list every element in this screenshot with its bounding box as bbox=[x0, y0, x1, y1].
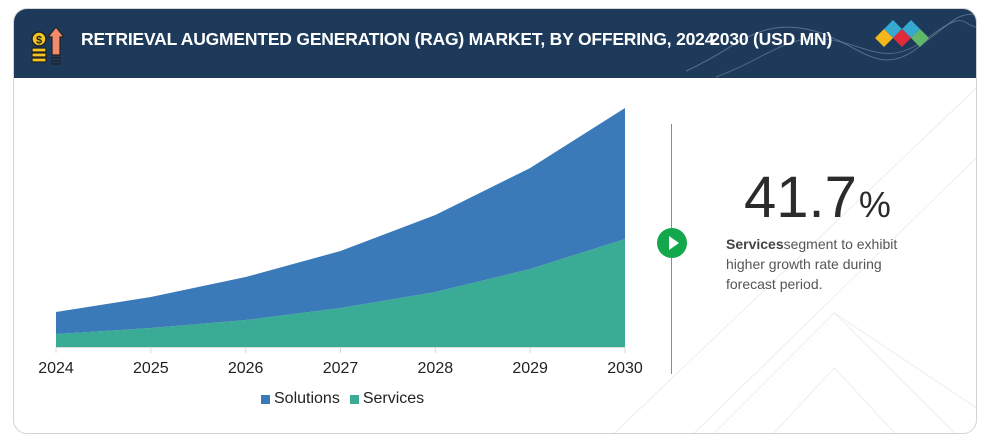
x-tick-label: 2030 bbox=[607, 360, 643, 377]
decorative-waves bbox=[685, 13, 976, 78]
x-tick-label: 2026 bbox=[228, 360, 264, 377]
x-tick-label: 2029 bbox=[512, 360, 548, 377]
cagr-unit: % bbox=[858, 184, 891, 225]
x-tick-label: 2028 bbox=[418, 360, 454, 377]
coins-growth-arrow-icon: $ bbox=[29, 19, 69, 67]
legend-item-services[interactable]: Services bbox=[349, 390, 425, 408]
legend-item-solutions[interactable]: Solutions bbox=[261, 390, 340, 408]
title-text: RETRIEVAL AUGMENTED GENERATION (RAG) MAR… bbox=[81, 29, 705, 49]
svg-text:$: $ bbox=[36, 35, 42, 47]
play-button[interactable] bbox=[657, 228, 687, 258]
title-text: 2030 (USD MN) bbox=[710, 29, 833, 49]
diamond-logo-icon bbox=[875, 20, 929, 47]
title-text: 4- bbox=[704, 29, 715, 49]
legend-label: Solutions bbox=[274, 390, 340, 407]
chart-card: $ RETRIEVAL AUGMENTED GENERATION (RAG) M… bbox=[13, 8, 977, 434]
header-bar: $ RETRIEVAL AUGMENTED GENERATION (RAG) M… bbox=[14, 9, 976, 78]
legend-swatch-solutions bbox=[261, 394, 270, 404]
area-series-services bbox=[56, 239, 625, 347]
growth-rate-value: 41.7% bbox=[744, 164, 891, 231]
area-series-solutions bbox=[56, 108, 625, 334]
area-chart: 2024 2025 2026 2027 2028 2029 2030 bbox=[38, 108, 643, 377]
x-tick-label: 2024 bbox=[38, 360, 74, 377]
x-tick-label: 2027 bbox=[323, 360, 359, 377]
highlight-description: Servicessegment to exhibit higher growth… bbox=[726, 234, 926, 294]
segment-name: Services bbox=[726, 236, 784, 252]
background-decoration bbox=[613, 87, 976, 433]
legend-label: Services bbox=[362, 390, 425, 407]
chart-legend: Solutions Services bbox=[261, 390, 424, 408]
description-text: segment to exhibit higher growth rate du… bbox=[726, 236, 898, 292]
legend-swatch-services bbox=[349, 394, 359, 404]
cagr-number: 41.7 bbox=[744, 165, 857, 230]
chart-title: RETRIEVAL AUGMENTED GENERATION (RAG) MAR… bbox=[81, 29, 832, 50]
play-icon bbox=[669, 236, 679, 250]
x-tick-label: 2025 bbox=[133, 360, 169, 377]
